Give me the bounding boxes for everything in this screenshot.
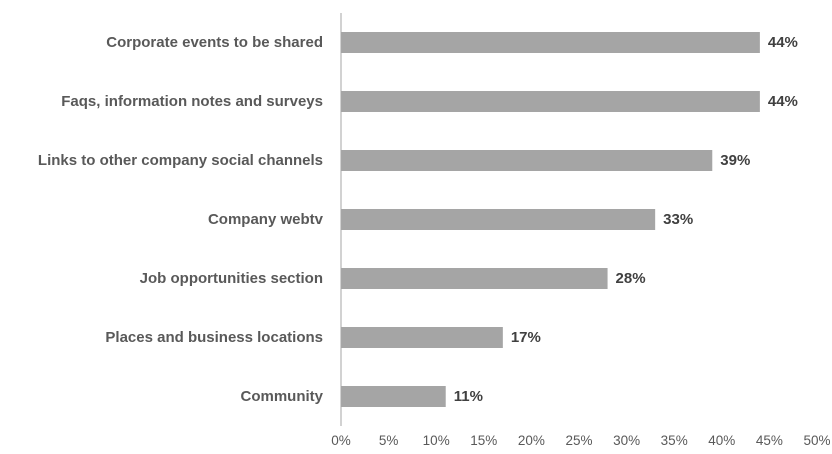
category-label: Links to other company social channels <box>38 152 323 169</box>
bar <box>341 327 503 348</box>
category-label: Faqs, information notes and surveys <box>61 93 323 110</box>
category-label: Job opportunities section <box>140 270 323 287</box>
bar <box>341 150 713 171</box>
category-labels-group: Corporate events to be shared Faqs, infor… <box>38 34 324 405</box>
value-label: 44% <box>768 93 798 110</box>
bar <box>341 268 608 289</box>
value-label: 28% <box>616 270 646 287</box>
value-label: 11% <box>454 388 483 405</box>
bars-group <box>341 32 760 407</box>
category-label: Places and business locations <box>105 329 323 346</box>
x-tick-label: 25% <box>565 433 592 448</box>
x-tick-label: 5% <box>379 433 399 448</box>
bar <box>341 209 656 230</box>
x-tick-label: 45% <box>756 433 783 448</box>
category-label: Corporate events to be shared <box>106 34 323 51</box>
x-tick-label: 15% <box>470 433 497 448</box>
category-label: Community <box>241 388 324 405</box>
x-tick-label: 20% <box>518 433 545 448</box>
bar <box>341 386 446 407</box>
bar <box>341 91 760 112</box>
value-labels-group: 44% 44% 39% 33% 28% 17% 11% <box>454 34 798 405</box>
category-label: Company webtv <box>208 211 324 228</box>
x-axis-ticks-group: 0% 5% 10% 15% 20% 25% 30% 35% 40% 45% 50% <box>331 433 830 448</box>
value-label: 39% <box>720 152 750 169</box>
x-tick-label: 10% <box>423 433 450 448</box>
value-label: 44% <box>768 34 798 51</box>
x-tick-label: 50% <box>803 433 830 448</box>
x-tick-label: 0% <box>331 433 351 448</box>
bar <box>341 32 760 53</box>
value-label: 33% <box>663 211 693 228</box>
value-label: 17% <box>511 329 541 346</box>
x-tick-label: 30% <box>613 433 640 448</box>
x-tick-label: 35% <box>661 433 688 448</box>
x-tick-label: 40% <box>708 433 735 448</box>
